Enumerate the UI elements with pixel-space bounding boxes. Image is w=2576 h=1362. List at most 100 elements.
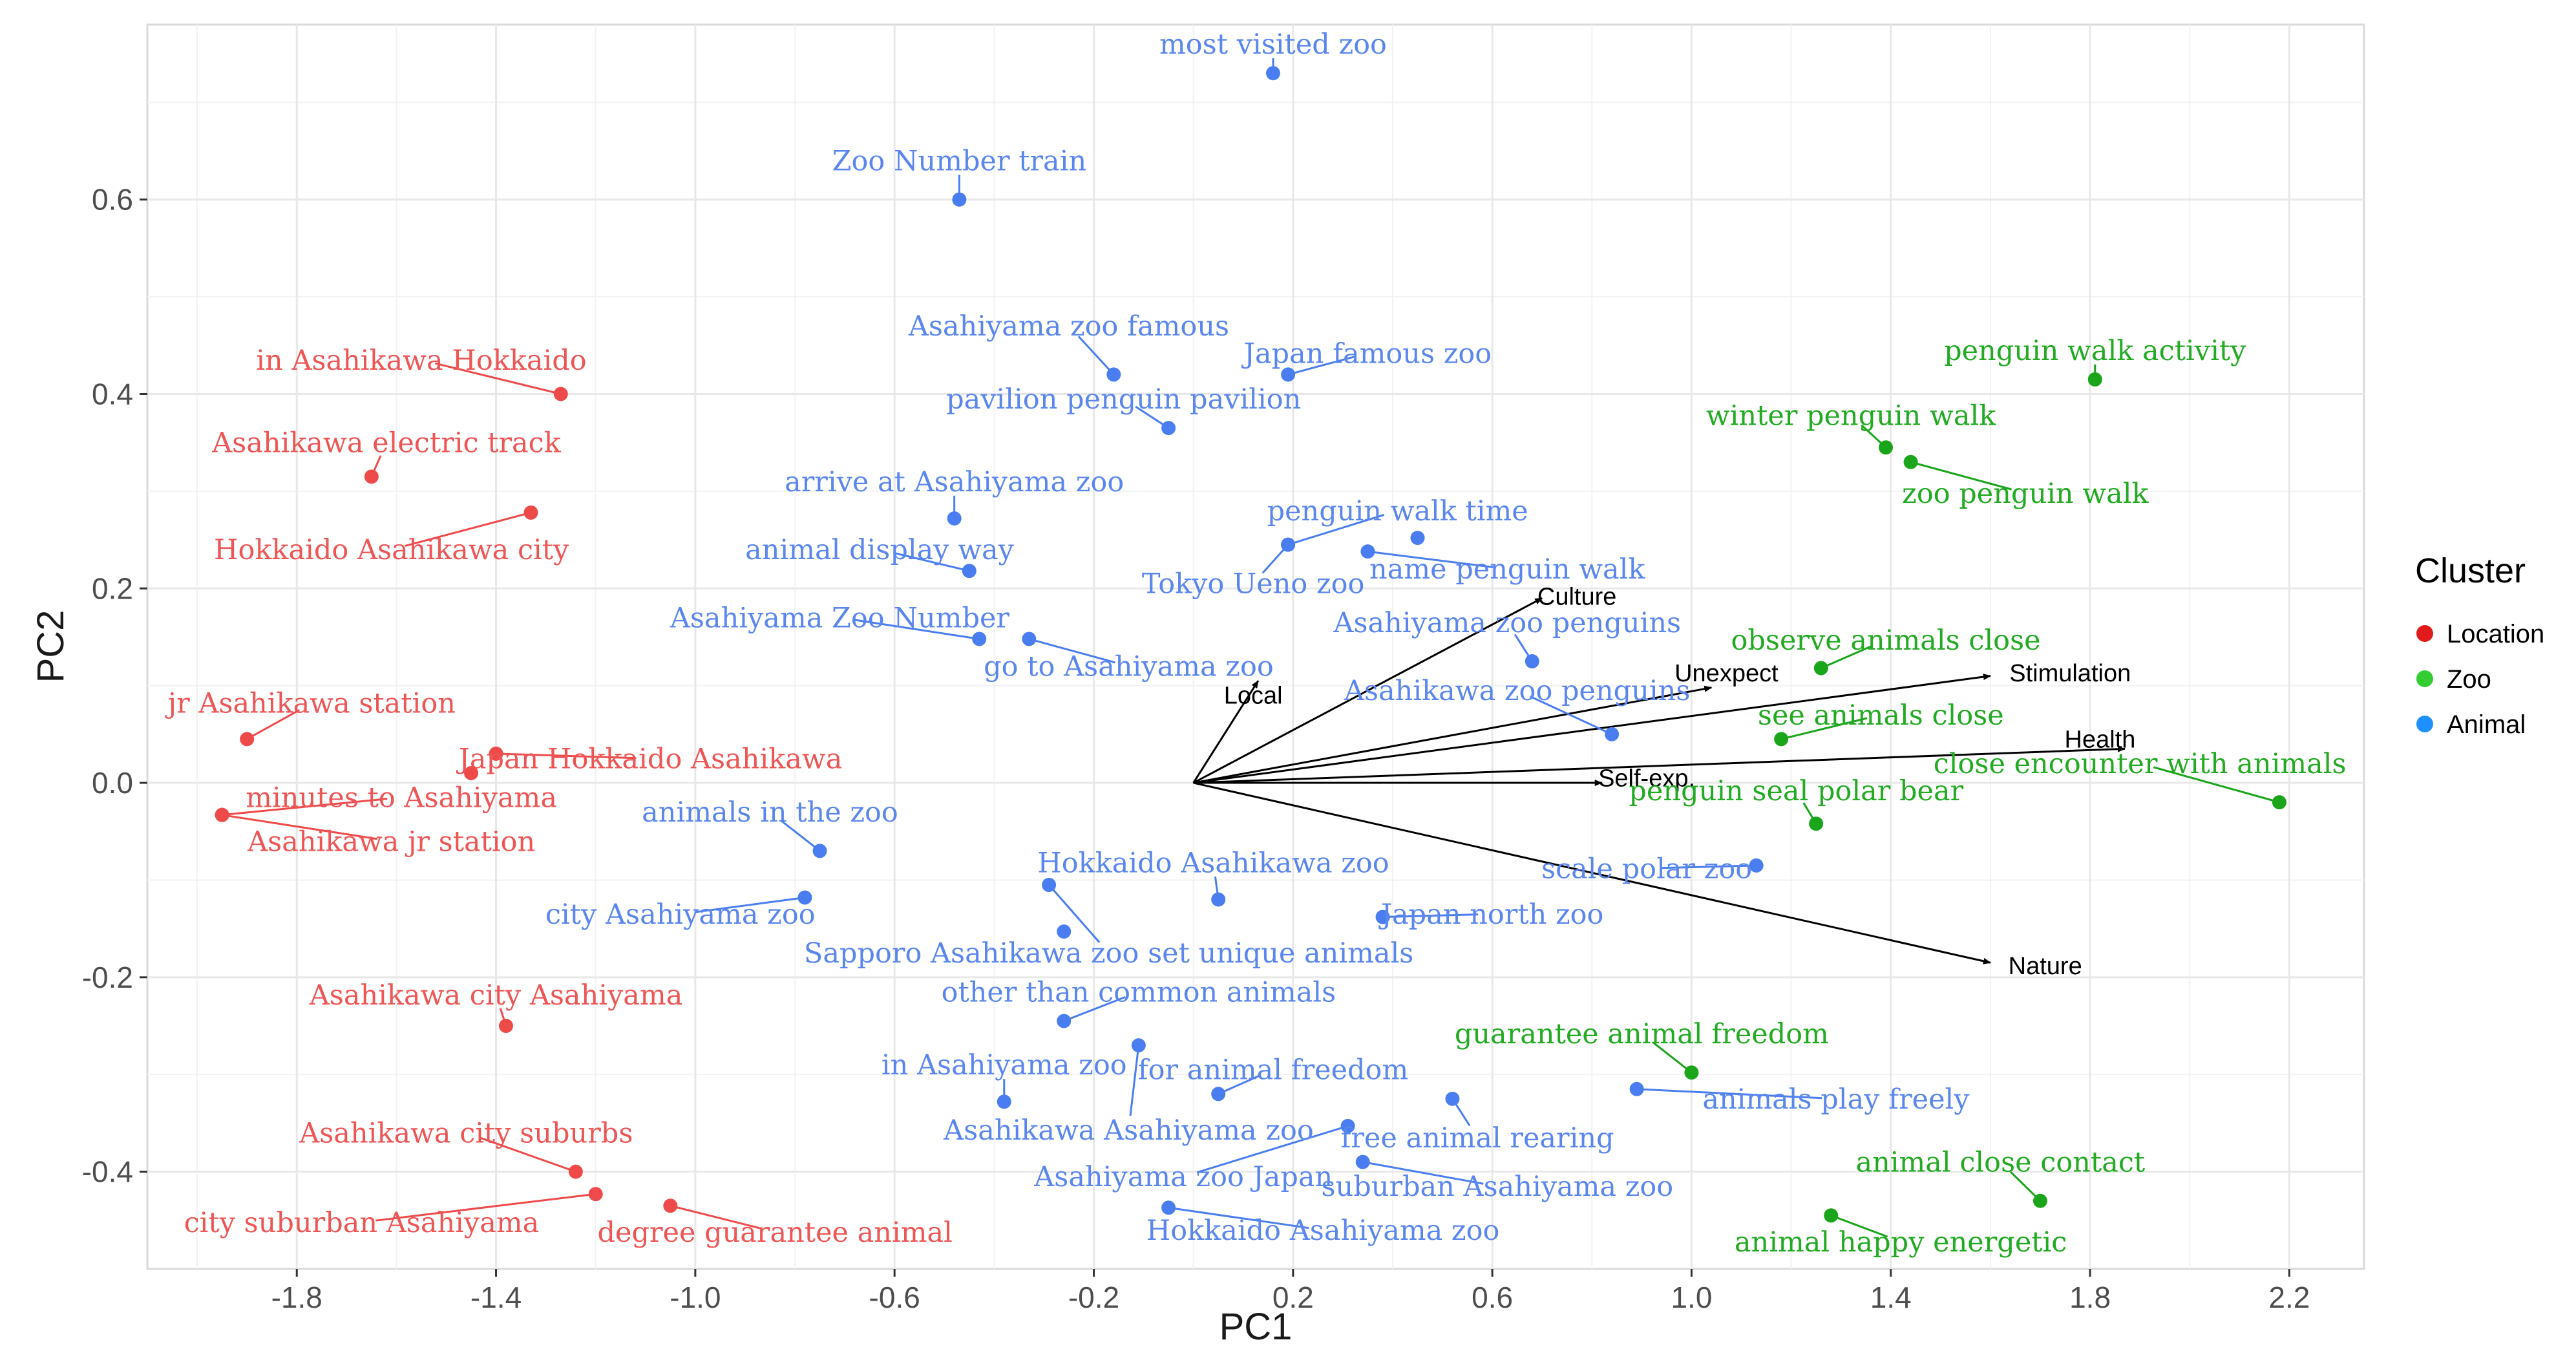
point-label-18: penguin walk time — [1267, 495, 1528, 527]
data-point-26 — [1605, 727, 1620, 741]
leader-line-32 — [1048, 884, 1101, 943]
leader-line-18 — [1287, 514, 1385, 546]
data-point-4 — [489, 746, 503, 761]
x-tick-label-9: 1.8 — [2069, 1281, 2111, 1314]
y-tick-label-2: 0.0 — [92, 766, 133, 800]
data-point-27 — [812, 844, 827, 858]
leader-line-3 — [246, 709, 300, 740]
loading-arrow-6 — [1193, 782, 1991, 964]
leader-line-19 — [1367, 550, 1494, 568]
point-label-0: in Asahikawa Hokkaido — [256, 345, 586, 377]
data-point-45 — [1903, 454, 1918, 469]
legend-swatch-zoo — [2416, 670, 2433, 687]
data-point-48 — [2272, 795, 2286, 810]
data-point-51 — [2032, 1193, 2047, 1208]
leader-line-48 — [2153, 766, 2280, 803]
legend-swatch-animal — [2416, 716, 2433, 732]
point-label-39: free animal rearing — [1340, 1122, 1614, 1155]
data-point-46 — [1813, 661, 1828, 676]
grid-lines — [147, 25, 2364, 1269]
point-label-52: animal happy energetic — [1735, 1226, 2067, 1259]
loading-label-6: Nature — [2009, 953, 2082, 980]
point-label-34: other than common animals — [942, 976, 1336, 1008]
data-point-22 — [1281, 537, 1296, 552]
x-tick-label-1: -1.4 — [470, 1281, 522, 1314]
leader-line-11 — [670, 1204, 762, 1229]
data-point-3 — [240, 732, 255, 747]
leader-line-34 — [1063, 995, 1126, 1022]
data-point-5 — [464, 766, 479, 781]
y-tick-label-0: -0.4 — [82, 1155, 133, 1189]
point-label-2: Hokkaido Asahikawa city — [214, 534, 569, 566]
point-label-7: Asahikawa jr station — [247, 825, 535, 858]
leader-line-42 — [1168, 1206, 1309, 1229]
y-tick-label-5: 0.6 — [92, 183, 133, 217]
x-tick-label-0: -1.8 — [271, 1281, 322, 1314]
data-points: in Asahikawa Hokkaido Asahikawa electric … — [165, 28, 2347, 1259]
leader-line-41 — [1362, 1161, 1484, 1185]
data-point-50 — [1684, 1065, 1699, 1080]
point-label-31: scale polar zoo — [1541, 853, 1752, 885]
data-point-29 — [797, 890, 812, 905]
leader-line-9 — [479, 1136, 576, 1173]
point-label-48: close encounter with animals — [1934, 748, 2347, 780]
leader-line-10 — [375, 1193, 596, 1222]
point-label-3: jr Asahikawa station — [165, 688, 456, 720]
data-point-33 — [1057, 924, 1072, 939]
leader-line-45 — [1910, 461, 2012, 491]
point-label-32: Sapporo Asahikawa zoo set unique animals — [804, 937, 1414, 970]
loading-label-5: Self-exp. — [1598, 765, 1695, 793]
y-tick-label-3: 0.2 — [92, 571, 133, 605]
data-point-30 — [1375, 910, 1390, 924]
loading-label-1: Culture — [1537, 583, 1617, 610]
data-point-47 — [1774, 732, 1789, 747]
leader-line-2 — [405, 511, 531, 547]
data-point-44 — [1879, 440, 1894, 455]
x-tick-label-10: 2.2 — [2268, 1281, 2310, 1314]
y-tick-label-1: -0.2 — [82, 961, 133, 994]
leader-line-36 — [1218, 1074, 1261, 1095]
data-point-42 — [1161, 1200, 1176, 1215]
data-point-14 — [1106, 367, 1121, 382]
data-point-25 — [1525, 654, 1539, 669]
data-point-1 — [364, 469, 379, 484]
y-tick-label-4: 0.4 — [92, 377, 133, 410]
loading-arrow-4 — [1193, 745, 2126, 784]
x-tick-label-3: -0.6 — [869, 1281, 920, 1314]
point-label-36: for animal freedom — [1138, 1054, 1409, 1087]
loading-arrow-0 — [1192, 680, 1260, 783]
data-point-11 — [663, 1198, 678, 1213]
y-axis-title: PC2 — [30, 610, 72, 683]
leader-line-52 — [1830, 1214, 1888, 1238]
leader-line-27 — [780, 820, 821, 852]
point-label-12: most visited zoo — [1159, 28, 1387, 61]
plot-panel — [146, 23, 2365, 1270]
leader-line-26 — [1530, 696, 1612, 736]
data-point-34 — [1057, 1014, 1072, 1028]
point-label-13: Zoo Number train — [832, 145, 1087, 178]
loading-label-3: Stimulation — [2009, 660, 2131, 687]
loading-label-0: Local — [1224, 683, 1283, 710]
point-label-29: city Asahiyama zoo — [545, 899, 816, 931]
legend-swatch-location — [2416, 625, 2433, 642]
data-point-17 — [947, 511, 962, 526]
point-label-22: Tokyo Ueno zoo — [1142, 568, 1365, 601]
point-label-6: minutes to Asahiyama — [246, 782, 557, 814]
point-label-50: guarantee animal freedom — [1455, 1018, 1829, 1050]
data-point-37 — [1629, 1081, 1644, 1096]
data-point-43 — [2087, 372, 2102, 387]
leader-line-21 — [893, 551, 970, 572]
x-tick-label-8: 1.4 — [1870, 1281, 1912, 1314]
point-label-25: Asahiyama zoo penguins — [1333, 607, 1681, 639]
legend-label-location: Location — [2447, 620, 2544, 648]
loading-arrow-1 — [1192, 597, 1543, 784]
leader-line-37 — [1636, 1088, 1822, 1100]
point-label-24: go to Asahiyama zoo — [984, 651, 1274, 683]
point-label-43: penguin walk activity — [1944, 335, 2246, 367]
point-label-16: pavilion penguin pavilion — [946, 383, 1301, 416]
leader-line-7 — [222, 814, 378, 840]
data-point-0 — [553, 387, 568, 401]
point-label-14: Asahiyama zoo famous — [908, 310, 1229, 343]
data-point-38 — [1131, 1038, 1146, 1053]
data-point-40 — [1340, 1118, 1355, 1133]
